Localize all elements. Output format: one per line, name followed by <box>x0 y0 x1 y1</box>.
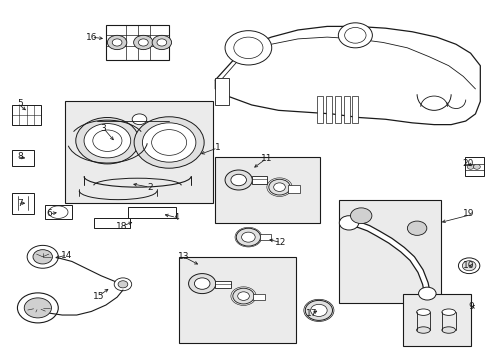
Circle shape <box>466 164 473 169</box>
Circle shape <box>472 164 479 169</box>
Bar <box>127 207 176 217</box>
Circle shape <box>133 35 153 50</box>
Circle shape <box>339 216 358 230</box>
Text: 19: 19 <box>462 210 473 219</box>
Text: 12: 12 <box>275 238 286 247</box>
Ellipse shape <box>441 309 455 315</box>
Bar <box>215 281 230 288</box>
Bar <box>179 257 295 342</box>
Bar <box>12 105 41 125</box>
Circle shape <box>230 174 246 186</box>
Bar <box>339 200 441 303</box>
Bar <box>352 96 358 123</box>
Circle shape <box>132 114 146 125</box>
Bar <box>402 294 469 346</box>
Circle shape <box>338 23 372 48</box>
Circle shape <box>237 292 249 300</box>
Circle shape <box>233 37 263 59</box>
Circle shape <box>458 258 479 274</box>
Bar <box>253 294 264 300</box>
Circle shape <box>418 287 435 300</box>
Text: 16: 16 <box>85 33 97 42</box>
Circle shape <box>157 39 166 46</box>
Bar <box>251 176 267 184</box>
Text: 17: 17 <box>305 310 317 319</box>
Text: 13: 13 <box>178 252 189 261</box>
Circle shape <box>350 208 371 224</box>
Circle shape <box>114 278 131 291</box>
Ellipse shape <box>441 327 455 333</box>
Text: 1: 1 <box>214 143 220 152</box>
Circle shape <box>224 31 271 65</box>
Circle shape <box>138 39 148 46</box>
Text: 5: 5 <box>18 99 23 108</box>
Bar <box>12 193 34 214</box>
Circle shape <box>305 300 332 320</box>
Circle shape <box>107 35 126 50</box>
Text: 6: 6 <box>46 210 52 219</box>
Text: 14: 14 <box>61 251 73 260</box>
Text: 3: 3 <box>101 124 106 133</box>
Circle shape <box>461 261 475 271</box>
Circle shape <box>232 288 254 304</box>
Text: 8: 8 <box>18 152 23 161</box>
Circle shape <box>310 304 326 316</box>
Bar <box>325 96 331 123</box>
Text: 7: 7 <box>18 199 23 208</box>
Bar <box>94 217 130 228</box>
Text: 18: 18 <box>116 222 127 231</box>
Circle shape <box>18 293 58 323</box>
Circle shape <box>152 35 171 50</box>
Circle shape <box>84 123 130 158</box>
Bar <box>343 96 349 123</box>
Circle shape <box>134 117 203 168</box>
Ellipse shape <box>416 327 429 333</box>
Bar <box>64 102 212 203</box>
Bar <box>260 234 271 240</box>
Circle shape <box>407 221 426 235</box>
Ellipse shape <box>416 309 429 315</box>
Bar <box>215 78 228 105</box>
Circle shape <box>224 170 252 190</box>
Circle shape <box>33 249 52 264</box>
Circle shape <box>151 130 186 156</box>
Bar <box>317 96 323 123</box>
Circle shape <box>344 27 366 43</box>
Bar <box>334 96 340 123</box>
Circle shape <box>194 278 209 289</box>
Circle shape <box>27 246 58 268</box>
Circle shape <box>118 281 127 288</box>
Bar <box>287 185 300 193</box>
Circle shape <box>236 228 260 246</box>
Text: 4: 4 <box>173 213 179 222</box>
Bar <box>12 150 34 166</box>
Text: 9: 9 <box>468 302 473 311</box>
Text: 15: 15 <box>93 292 104 301</box>
Bar <box>464 157 483 176</box>
Circle shape <box>273 183 285 192</box>
Bar <box>215 157 319 223</box>
Text: 11: 11 <box>260 154 272 163</box>
Text: 2: 2 <box>146 183 152 192</box>
Circle shape <box>241 232 255 242</box>
Circle shape <box>112 39 122 46</box>
Circle shape <box>268 179 289 195</box>
Circle shape <box>93 130 122 152</box>
Circle shape <box>142 123 196 162</box>
Bar <box>106 24 169 60</box>
Bar <box>45 205 72 219</box>
Circle shape <box>188 274 215 294</box>
Text: 10: 10 <box>462 261 473 270</box>
Circle shape <box>76 117 139 164</box>
Text: 20: 20 <box>462 159 473 168</box>
Circle shape <box>24 298 51 318</box>
